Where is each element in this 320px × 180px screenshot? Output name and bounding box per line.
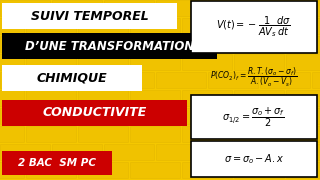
Bar	[260, 36, 310, 52]
Bar	[0, 36, 50, 52]
Text: D’UNE TRANSFORMATION: D’UNE TRANSFORMATION	[25, 39, 194, 53]
Bar	[78, 126, 128, 142]
Bar	[52, 36, 102, 52]
Bar	[234, 18, 284, 34]
FancyBboxPatch shape	[191, 95, 317, 139]
Bar	[0, 144, 50, 160]
Bar	[0, 108, 50, 124]
Bar	[312, 0, 320, 16]
Bar	[234, 54, 284, 70]
FancyBboxPatch shape	[191, 1, 317, 53]
FancyBboxPatch shape	[2, 151, 112, 175]
Bar	[260, 72, 310, 88]
Bar	[0, 90, 24, 106]
Bar	[156, 0, 206, 16]
Bar	[286, 54, 320, 70]
Bar	[260, 0, 310, 16]
Bar	[130, 126, 180, 142]
Bar	[182, 18, 232, 34]
Bar	[26, 126, 76, 142]
Text: $\sigma_{1/2} = \dfrac{\sigma_o + \sigma_f}{2}$: $\sigma_{1/2} = \dfrac{\sigma_o + \sigma…	[222, 105, 286, 129]
Bar	[260, 144, 310, 160]
Text: CHIMIQUE: CHIMIQUE	[37, 71, 107, 84]
Bar	[104, 36, 154, 52]
Bar	[312, 144, 320, 160]
Bar	[208, 0, 258, 16]
Bar	[208, 108, 258, 124]
Bar	[182, 54, 232, 70]
Bar	[0, 0, 50, 16]
Text: $P(CO_2)_f = \dfrac{R.T.(\sigma_o - \sigma_f)}{A.(V_o - V_s)}$: $P(CO_2)_f = \dfrac{R.T.(\sigma_o - \sig…	[210, 65, 298, 89]
Bar	[312, 72, 320, 88]
Bar	[104, 72, 154, 88]
Bar	[52, 0, 102, 16]
Bar	[130, 18, 180, 34]
Bar	[286, 162, 320, 178]
Bar	[208, 72, 258, 88]
Bar	[182, 162, 232, 178]
Bar	[156, 36, 206, 52]
Bar	[26, 54, 76, 70]
Bar	[156, 108, 206, 124]
Text: CONDUCTIVITE: CONDUCTIVITE	[42, 107, 147, 120]
Bar	[286, 126, 320, 142]
Bar	[104, 108, 154, 124]
Bar	[156, 72, 206, 88]
Text: SUIVI TEMPOREL: SUIVI TEMPOREL	[31, 10, 148, 22]
Bar	[312, 36, 320, 52]
Bar	[104, 0, 154, 16]
Bar	[0, 18, 24, 34]
Bar	[208, 144, 258, 160]
Bar	[52, 72, 102, 88]
Bar	[260, 108, 310, 124]
Bar	[52, 108, 102, 124]
Bar	[0, 162, 24, 178]
FancyBboxPatch shape	[191, 141, 317, 177]
Bar	[182, 126, 232, 142]
Text: 2 BAC  SM PC: 2 BAC SM PC	[18, 158, 96, 168]
Bar	[286, 18, 320, 34]
Bar	[104, 144, 154, 160]
Bar	[130, 90, 180, 106]
Bar	[234, 90, 284, 106]
Text: $V(t) = -\dfrac{1}{AV_s}\dfrac{d\sigma}{dt}$: $V(t) = -\dfrac{1}{AV_s}\dfrac{d\sigma}{…	[216, 15, 292, 39]
Bar	[26, 90, 76, 106]
Bar	[78, 18, 128, 34]
Bar	[0, 72, 50, 88]
Bar	[182, 90, 232, 106]
FancyBboxPatch shape	[2, 65, 142, 91]
Bar	[130, 54, 180, 70]
Bar	[0, 126, 24, 142]
Bar	[0, 54, 24, 70]
Bar	[312, 108, 320, 124]
Bar	[156, 144, 206, 160]
Bar	[234, 162, 284, 178]
Bar	[78, 90, 128, 106]
Bar	[78, 162, 128, 178]
FancyBboxPatch shape	[2, 3, 177, 29]
Bar	[78, 54, 128, 70]
Bar	[130, 162, 180, 178]
Bar	[26, 162, 76, 178]
Bar	[286, 90, 320, 106]
Bar	[52, 144, 102, 160]
Bar	[208, 36, 258, 52]
FancyBboxPatch shape	[2, 33, 217, 59]
FancyBboxPatch shape	[2, 100, 187, 126]
Bar	[234, 126, 284, 142]
Bar	[26, 18, 76, 34]
Text: $\sigma = \sigma_o - A.x$: $\sigma = \sigma_o - A.x$	[224, 152, 284, 166]
